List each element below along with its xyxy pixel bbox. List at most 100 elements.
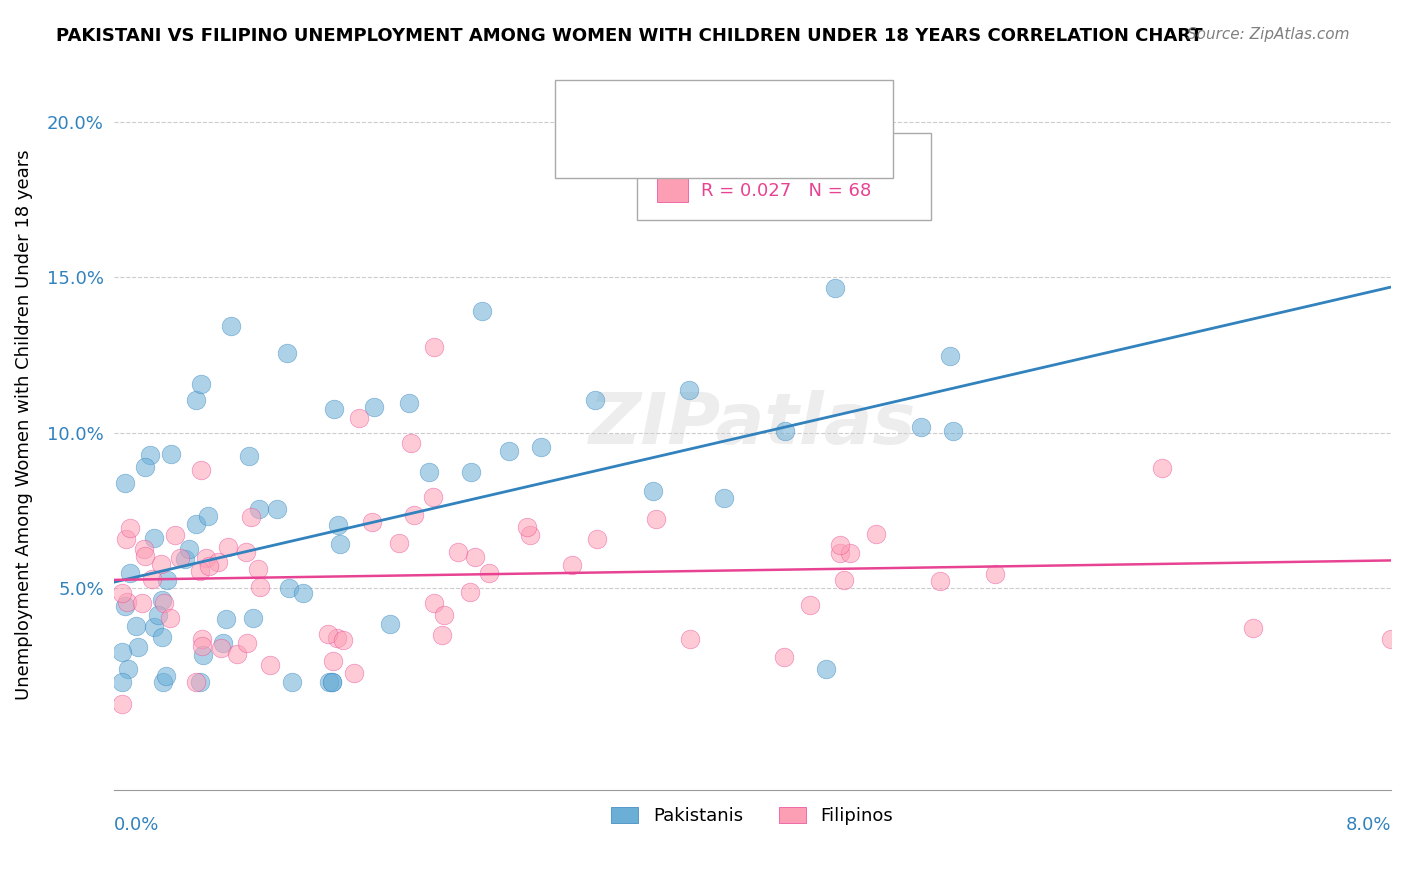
Pakistanis <box>117 662 139 676</box>
Text: Source: ZipAtlas.com: Source: ZipAtlas.com <box>1187 27 1350 42</box>
Pakistanis <box>398 396 420 410</box>
Pakistanis <box>215 612 238 626</box>
FancyBboxPatch shape <box>657 133 689 162</box>
Pakistanis <box>114 476 136 491</box>
Pakistanis <box>276 346 298 360</box>
Filipinos <box>322 655 344 669</box>
Legend: Pakistanis, Filipinos: Pakistanis, Filipinos <box>605 800 901 832</box>
Pakistanis <box>114 599 136 613</box>
Filipinos <box>830 546 852 560</box>
Filipinos <box>195 551 218 566</box>
Text: R = 0.303   N = 62: R = 0.303 N = 62 <box>702 142 872 160</box>
Filipinos <box>316 627 339 641</box>
Pakistanis <box>186 516 208 531</box>
Filipinos <box>191 639 214 653</box>
Filipinos <box>134 549 156 563</box>
Filipinos <box>190 463 212 477</box>
Filipinos <box>423 340 446 354</box>
FancyBboxPatch shape <box>637 133 931 220</box>
Pakistanis <box>125 618 148 632</box>
Pakistanis <box>363 400 385 414</box>
Filipinos <box>209 641 232 656</box>
Pakistanis <box>292 585 315 599</box>
Pakistanis <box>148 607 170 622</box>
Pakistanis <box>190 674 212 689</box>
Pakistanis <box>583 392 606 407</box>
Pakistanis <box>775 424 797 438</box>
Filipinos <box>149 557 172 571</box>
Pakistanis <box>143 620 166 634</box>
Filipinos <box>236 635 259 649</box>
Pakistanis <box>110 674 132 689</box>
Pakistanis <box>179 541 201 556</box>
Filipinos <box>361 515 384 529</box>
Filipinos <box>799 598 821 612</box>
Filipinos <box>114 533 136 547</box>
Pakistanis <box>143 532 166 546</box>
Filipinos <box>184 675 207 690</box>
Filipinos <box>332 632 354 647</box>
Pakistanis <box>150 593 173 607</box>
Pakistanis <box>460 465 482 479</box>
Filipinos <box>519 528 541 542</box>
Pakistanis <box>174 552 197 566</box>
Pakistanis <box>318 674 340 689</box>
Pakistanis <box>418 465 440 479</box>
Pakistanis <box>329 537 352 551</box>
Filipinos <box>226 648 249 662</box>
Filipinos <box>430 628 453 642</box>
Filipinos <box>586 532 609 546</box>
Y-axis label: Unemployment Among Women with Children Under 18 years: Unemployment Among Women with Children U… <box>15 150 32 700</box>
Pakistanis <box>197 508 219 523</box>
Text: 0.0%: 0.0% <box>114 816 159 834</box>
Filipinos <box>478 566 501 581</box>
Filipinos <box>235 545 257 559</box>
Filipinos <box>152 596 174 610</box>
Filipinos <box>110 698 132 712</box>
Pakistanis <box>641 484 664 499</box>
Filipinos <box>560 558 582 573</box>
Filipinos <box>159 611 181 625</box>
Pakistanis <box>824 281 846 295</box>
Pakistanis <box>321 674 343 689</box>
Filipinos <box>401 436 423 450</box>
Pakistanis <box>134 460 156 475</box>
Pakistanis <box>278 581 301 595</box>
Pakistanis <box>249 502 271 516</box>
Pakistanis <box>326 518 349 533</box>
Filipinos <box>343 665 366 680</box>
Pakistanis <box>159 446 181 460</box>
Pakistanis <box>191 648 214 662</box>
Filipinos <box>984 567 1007 582</box>
Pakistanis <box>221 319 243 334</box>
Text: R = 0.027   N = 68: R = 0.027 N = 68 <box>702 182 872 200</box>
Pakistanis <box>138 448 160 462</box>
Filipinos <box>191 632 214 646</box>
Text: 8.0%: 8.0% <box>1346 816 1391 834</box>
Filipinos <box>834 574 856 588</box>
Filipinos <box>120 521 142 535</box>
Pakistanis <box>713 491 735 505</box>
Pakistanis <box>155 669 177 683</box>
Pakistanis <box>814 662 837 676</box>
Filipinos <box>678 632 700 647</box>
Filipinos <box>217 540 239 554</box>
Filipinos <box>1150 461 1173 475</box>
Pakistanis <box>471 303 494 318</box>
Pakistanis <box>118 566 141 580</box>
Filipinos <box>110 585 132 599</box>
Filipinos <box>198 558 221 573</box>
Filipinos <box>188 564 211 578</box>
Text: ZIPatlas: ZIPatlas <box>589 391 915 459</box>
Pakistanis <box>156 573 179 587</box>
Pakistanis <box>678 383 700 397</box>
Filipinos <box>928 574 950 589</box>
Filipinos <box>141 572 163 586</box>
Pakistanis <box>939 349 962 363</box>
Filipinos <box>402 508 425 522</box>
Filipinos <box>645 512 668 526</box>
Pakistanis <box>190 377 212 392</box>
Pakistanis <box>942 424 965 438</box>
Pakistanis <box>378 617 401 632</box>
Filipinos <box>347 411 370 425</box>
